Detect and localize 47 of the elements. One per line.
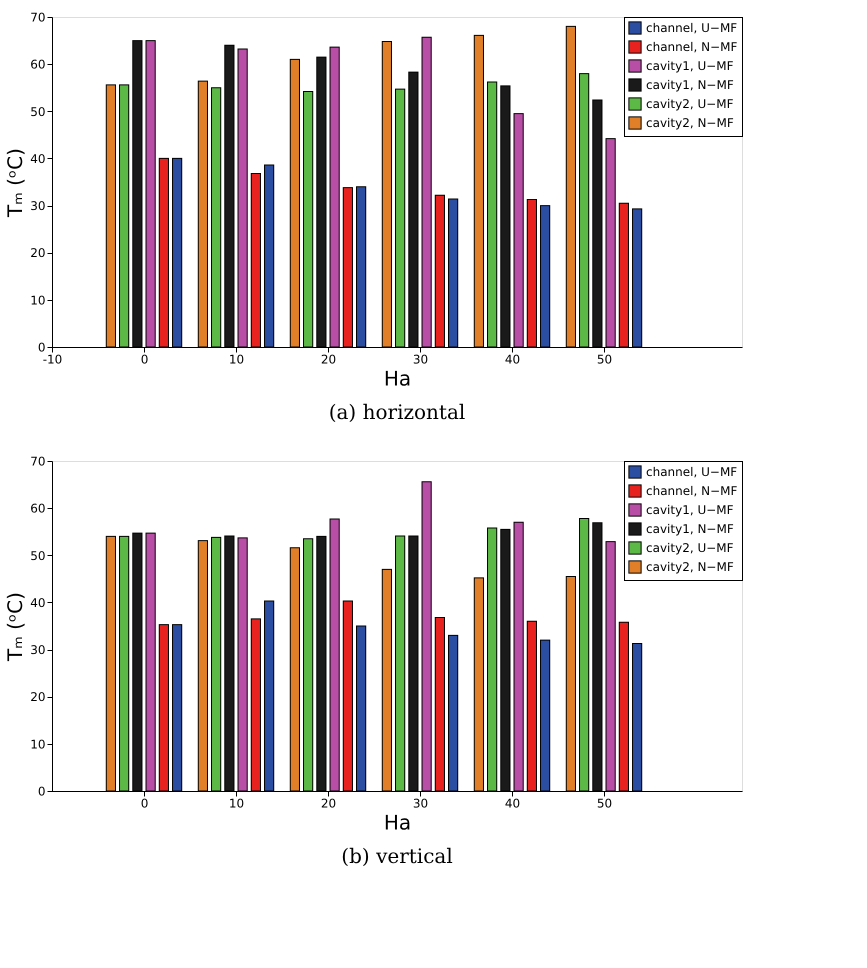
x-tick-label: 20 (320, 796, 336, 810)
y-tick-label: 0 (38, 784, 46, 798)
y-tick-label: 60 (30, 502, 46, 516)
text: (a) horizontal (328, 400, 466, 424)
y-axis-title: Tₘ (ᵒC) (3, 148, 28, 218)
x-axis-title: Ha (384, 810, 412, 834)
legend-label: cavity2, U−MF (646, 97, 734, 111)
y-tick-label: 40 (30, 596, 46, 610)
x-tick-label: 0 (140, 796, 148, 810)
x-tick-label: 50 (596, 352, 612, 366)
y-tick-label: 60 (30, 58, 46, 72)
legend-label: cavity1, U−MF (646, 59, 734, 73)
legend-label: cavity1, N−MF (646, 78, 734, 92)
legend-label: channel, N−MF (646, 484, 738, 498)
y-tick-label: 10 (30, 293, 46, 308)
y-axis-title: Tₘ (ᵒC) (3, 592, 28, 662)
legend-label: cavity2, U−MF (646, 541, 734, 555)
x-tick-label: 0 (140, 352, 148, 366)
x-tick-label: 10 (228, 352, 244, 366)
text: (b) vertical (341, 844, 453, 868)
legend-label: channel, U−MF (646, 21, 738, 35)
x-axis-title: Ha (384, 366, 412, 390)
x-tick-label: 10 (228, 796, 244, 810)
y-tick-label: 50 (30, 104, 46, 119)
x-tick-label: 40 (504, 796, 520, 810)
x-tick-label: 40 (504, 352, 520, 366)
y-tick-label: 70 (30, 10, 46, 24)
x-tick-label: 20 (320, 352, 336, 366)
y-tick-label: 30 (30, 643, 46, 658)
y-tick-label: 20 (30, 690, 46, 704)
legend-label: cavity1, N−MF (646, 522, 734, 536)
y-tick-label: 70 (30, 454, 46, 468)
y-tick-label: 10 (30, 737, 46, 752)
y-tick-label: 20 (30, 246, 46, 260)
x-tick-label: 50 (596, 796, 612, 810)
y-tick-label: 50 (30, 548, 46, 563)
y-tick-label: 40 (30, 152, 46, 166)
x-tick-label: 30 (412, 796, 428, 810)
x-tick-label: 30 (412, 352, 428, 366)
y-tick-label: 0 (38, 340, 46, 354)
x-tick-label: -10 (42, 352, 62, 366)
y-tick-label: 30 (30, 199, 46, 214)
legend-label: channel, U−MF (646, 465, 738, 479)
legend-label: channel, N−MF (646, 40, 738, 54)
legend-label: cavity1, U−MF (646, 503, 734, 517)
legend-label: cavity2, N−MF (646, 560, 734, 574)
legend-label: cavity2, N−MF (646, 116, 734, 130)
